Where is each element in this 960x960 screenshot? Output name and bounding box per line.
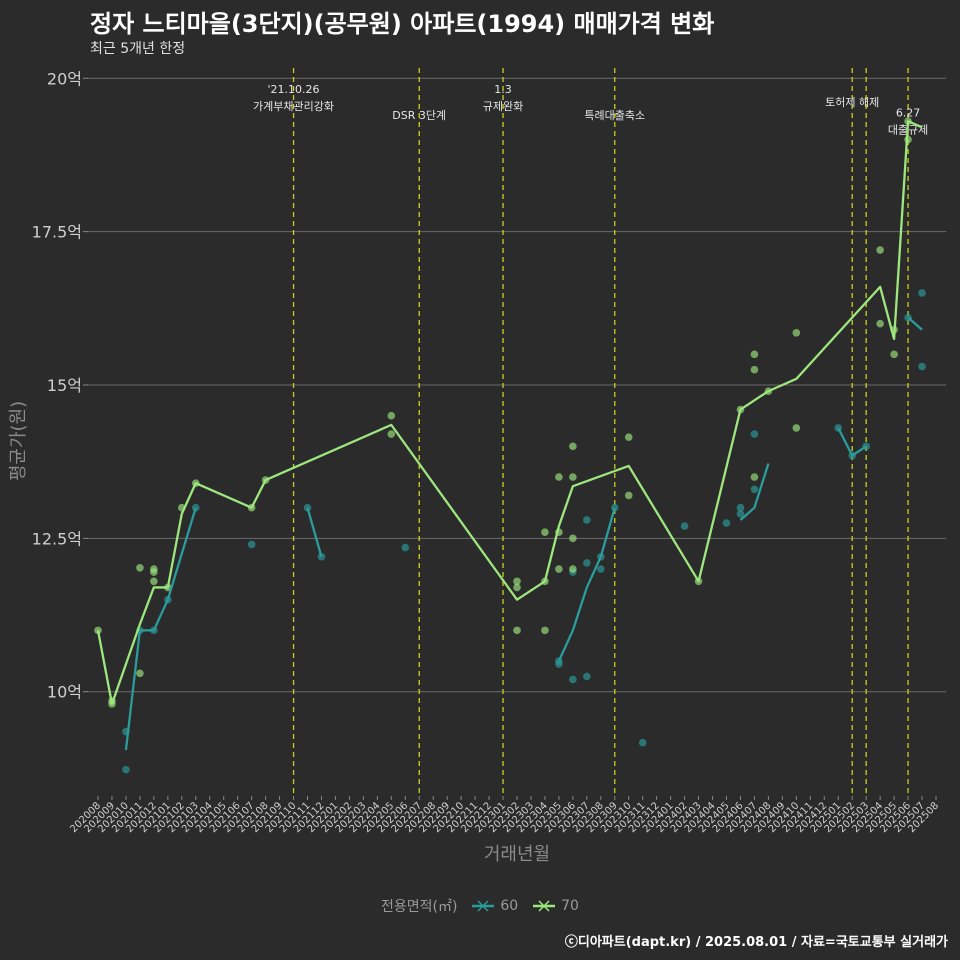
data-point-60 <box>401 543 410 552</box>
series-line-60 <box>907 316 923 331</box>
legend: 전용면적(㎡) 60 70 <box>0 896 960 916</box>
data-point-70 <box>513 583 521 592</box>
data-point-60 <box>736 510 745 518</box>
data-point-70 <box>555 565 563 573</box>
legend-label-60: 60 <box>500 898 519 914</box>
series-line-60 <box>739 463 770 521</box>
data-point-60 <box>597 565 605 573</box>
data-point-60 <box>918 289 926 297</box>
source-caption: ⓒ디아파트(dapt.kr) / 2025.08.01 / 자료=국토교통부 실… <box>564 935 948 950</box>
data-point-60 <box>583 559 591 567</box>
series-line-60 <box>306 507 323 558</box>
data-point-70 <box>136 563 144 572</box>
data-point-70 <box>876 246 884 254</box>
data-point-70 <box>513 577 521 586</box>
data-point-60 <box>583 516 591 524</box>
data-point-70 <box>150 568 158 576</box>
event-label: '21.10.26 <box>268 83 320 96</box>
y-tick-label: 15억 <box>47 376 82 395</box>
event-label: 가계부채관리강화 <box>253 100 334 113</box>
data-point-60 <box>918 362 926 371</box>
legend-label-70: 70 <box>561 898 579 914</box>
legend-title: 전용면적(㎡) <box>381 899 458 915</box>
data-point-70 <box>750 473 759 481</box>
data-point-70 <box>792 329 801 337</box>
data-point-70 <box>541 626 549 635</box>
data-point-70 <box>541 528 549 537</box>
y-tick-label: 10억 <box>47 683 82 702</box>
event-label: DSR 3단계 <box>392 109 446 122</box>
y-tick-label: 20억 <box>47 69 82 88</box>
legend-key-70 <box>532 900 555 912</box>
data-point-60 <box>569 675 577 684</box>
data-point-70 <box>387 411 396 420</box>
x-axis-title: 거래년월 <box>484 844 550 865</box>
y-tick-label: 12.5억 <box>32 529 82 548</box>
data-point-60 <box>736 503 745 512</box>
series-line-70 <box>96 120 923 706</box>
data-point-70 <box>387 430 396 438</box>
chart-subtitle: 최근 5개년 한정 <box>90 41 186 57</box>
data-point-60 <box>750 485 759 494</box>
data-point-70 <box>136 669 144 678</box>
data-point-60 <box>638 738 647 747</box>
data-point-70 <box>750 350 759 359</box>
event-label: 특례대출축소 <box>584 109 645 122</box>
data-point-70 <box>624 491 633 500</box>
data-point-70 <box>555 473 563 481</box>
legend-item-70[interactable]: 70 <box>531 898 579 914</box>
data-point-60 <box>680 522 689 530</box>
legend-key-60 <box>471 900 494 912</box>
data-point-60 <box>122 765 130 774</box>
series-line-60 <box>557 507 616 662</box>
data-point-70 <box>750 365 759 374</box>
series-line-60 <box>124 507 197 751</box>
data-point-70 <box>876 319 884 328</box>
data-point-60 <box>722 519 731 527</box>
event-label: 토허제 해제 <box>825 95 879 109</box>
data-point-60 <box>247 540 256 549</box>
event-label: 규제완화 <box>483 100 523 113</box>
chart-title: 정자 느티마을(3단지)(공무원) 아파트(1994) 매매가격 변화 <box>90 10 715 38</box>
y-axis-title: 평균가(원) <box>8 401 29 481</box>
data-point-70 <box>150 577 158 586</box>
data-point-70 <box>569 565 577 573</box>
data-point-70 <box>624 433 633 441</box>
data-point-70 <box>569 442 577 451</box>
data-point-70 <box>513 626 521 635</box>
data-point-70 <box>569 534 577 543</box>
event-label: 1.3 <box>494 83 512 96</box>
data-point-60 <box>750 430 759 438</box>
data-point-70 <box>890 350 898 359</box>
series-line-60 <box>837 427 867 457</box>
y-tick-label: 17.5억 <box>32 223 82 242</box>
legend-item-60[interactable]: 60 <box>470 898 518 914</box>
data-point-60 <box>583 672 591 681</box>
data-point-70 <box>792 424 801 432</box>
data-point-70 <box>569 473 577 481</box>
event-label: 6.27 <box>896 106 921 119</box>
